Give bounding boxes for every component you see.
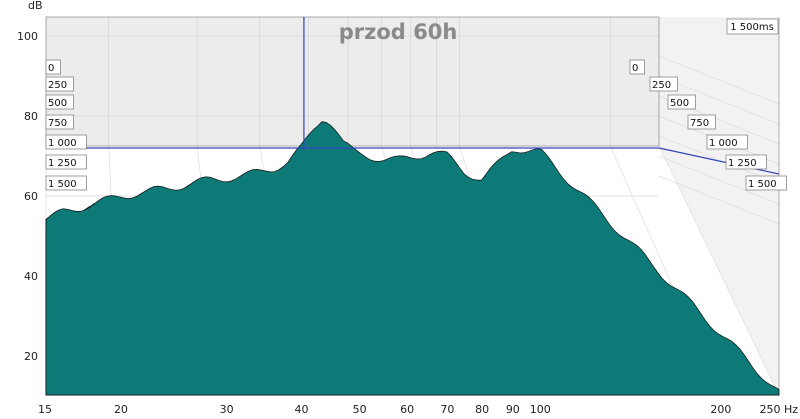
time-label-left-box — [45, 114, 74, 130]
time-label-right: 500 — [670, 98, 689, 109]
time-label-left-box — [45, 175, 87, 191]
time-label-left: 0 — [48, 63, 54, 74]
x-axis-ticks: 15 20 30 40 50 60 70 80 90 100 200 250 Hz — [38, 403, 798, 416]
time-label-left-box — [45, 76, 74, 92]
waterfall-slice — [45, 121, 780, 396]
time-label-right-box — [667, 94, 696, 110]
time-label-right: 1 500 — [748, 179, 777, 190]
cursor — [46, 17, 780, 175]
x-tick-label: 200 — [710, 403, 731, 416]
time-label-right-box — [649, 76, 678, 92]
time-label-left-box — [45, 154, 87, 170]
time-label-left-box — [45, 59, 61, 75]
x-tick-label: 70 — [440, 403, 454, 416]
y-axis-ticks: 20 40 60 80 100 — [17, 30, 38, 363]
time-label-right-box — [629, 59, 645, 75]
time-label-left: 1 500 — [48, 179, 77, 190]
time-label-left: 1 250 — [48, 158, 77, 169]
grid-line-side — [658, 155, 780, 205]
y-tick-label: 100 — [17, 30, 38, 43]
x-tick-label: 40 — [295, 403, 309, 416]
x-tick-label: 60 — [400, 403, 414, 416]
chart-side-plane — [659, 17, 779, 395]
grid-line-depth — [658, 145, 780, 396]
chart-title: przod 60h — [339, 20, 458, 44]
time-label-right-box — [706, 134, 748, 150]
y-axis-label: dB — [28, 0, 43, 12]
chart-back-plane — [46, 17, 659, 146]
grid-line-side — [658, 75, 780, 125]
time-end-label-box — [726, 18, 779, 35]
x-tick-label: 250 Hz — [759, 403, 798, 416]
time-label-right: 1 250 — [728, 158, 757, 169]
time-label-right-box — [745, 175, 787, 191]
time-label-left-box — [45, 134, 87, 150]
time-label-left-box — [45, 94, 74, 110]
time-label-left: 1 000 — [48, 138, 77, 149]
y-tick-label: 80 — [24, 110, 38, 123]
grid-line-side — [658, 55, 780, 105]
y-tick-label: 60 — [24, 190, 38, 203]
x-tick-label: 90 — [506, 403, 520, 416]
time-end-label: 1 500ms — [730, 22, 774, 33]
time-label-right-box — [725, 154, 767, 170]
y-tick-label: 20 — [24, 350, 38, 363]
time-label-left: 500 — [48, 98, 67, 109]
time-label-right: 750 — [690, 118, 709, 129]
time-label-right: 1 000 — [709, 138, 738, 149]
grid-line-side — [658, 175, 780, 225]
x-tick-label: 30 — [220, 403, 234, 416]
y-tick-label: 40 — [24, 270, 38, 283]
x-tick-label: 100 — [530, 403, 551, 416]
time-label-right: 0 — [632, 63, 638, 74]
x-tick-label: 80 — [475, 403, 489, 416]
x-tick-label: 20 — [114, 403, 128, 416]
time-label-right-box — [687, 114, 716, 130]
time-label-left: 750 — [48, 118, 67, 129]
time-label-left: 250 — [48, 80, 67, 91]
x-tick-label: 50 — [353, 403, 367, 416]
waterfall-slices — [45, 121, 780, 396]
cursor-depth — [658, 147, 780, 175]
x-tick-label: 15 — [38, 403, 52, 416]
time-label-right: 250 — [652, 80, 671, 91]
